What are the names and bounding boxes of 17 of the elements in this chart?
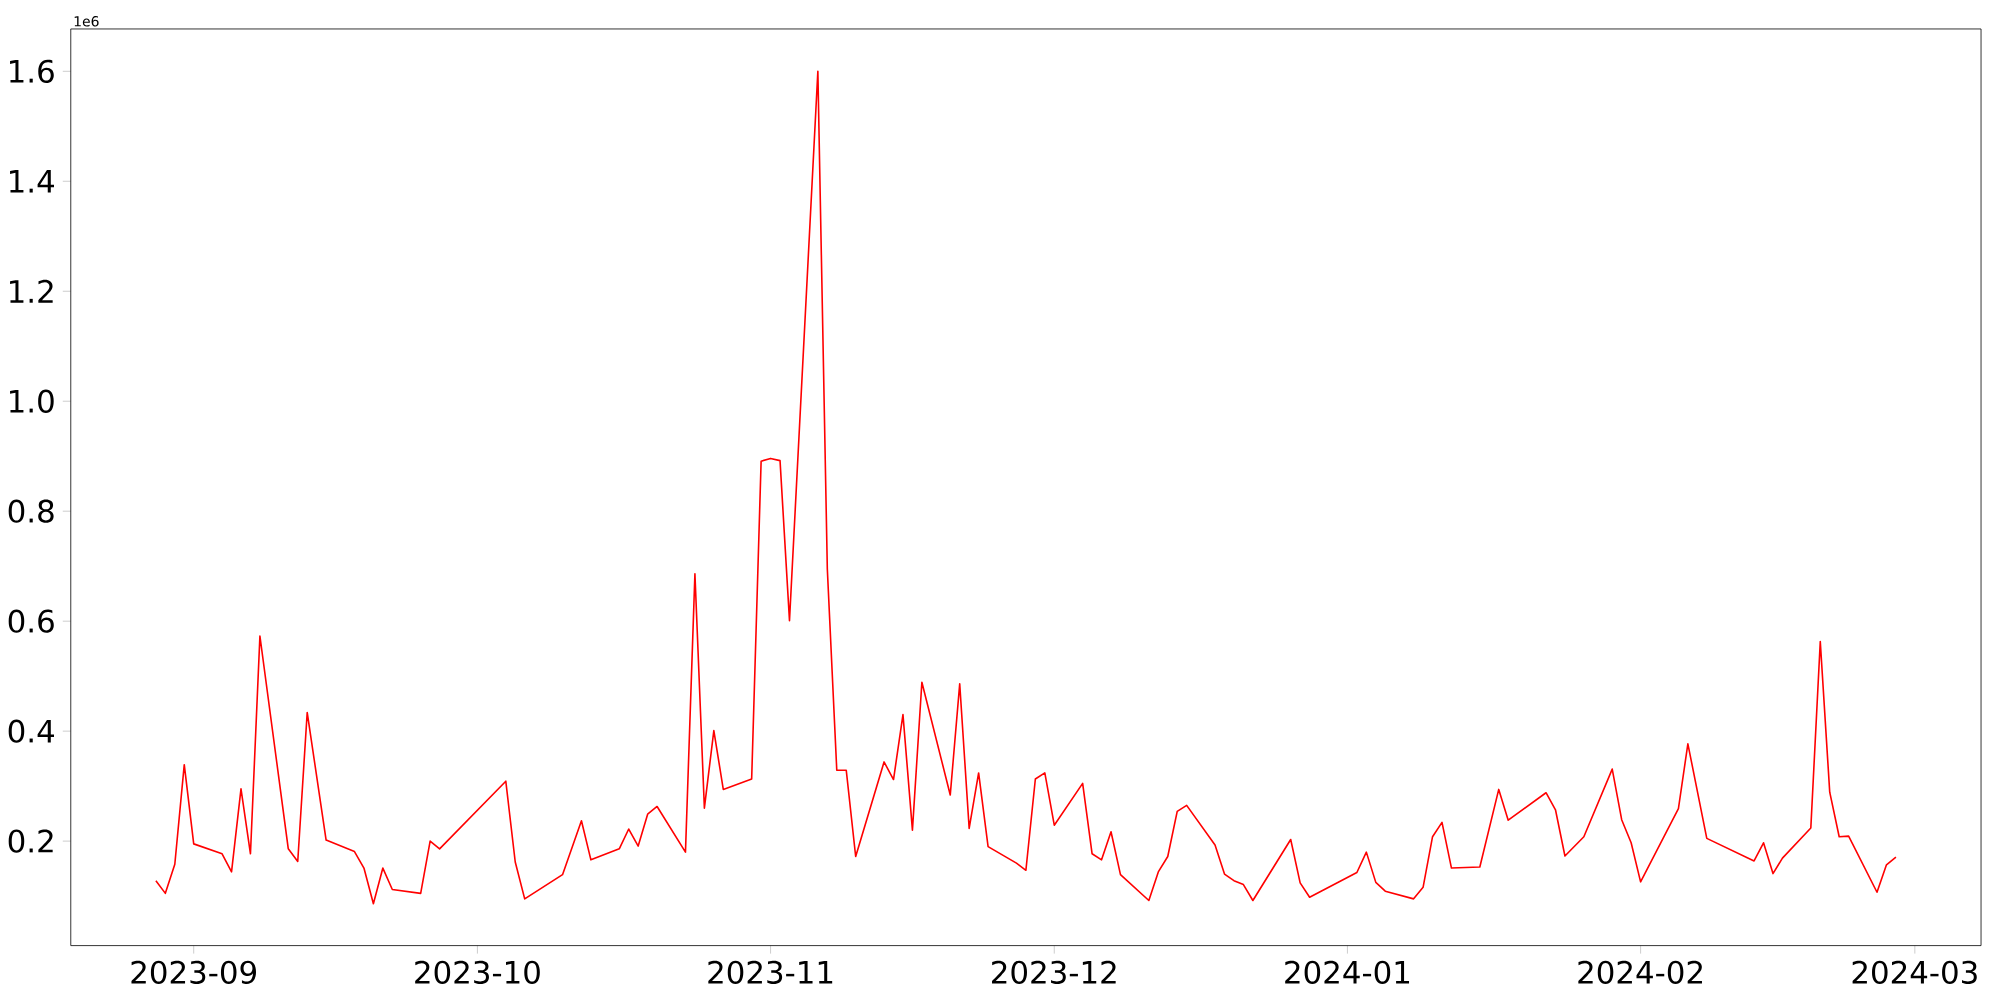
x-tick-label: 2024-02 [1578,960,1702,985]
x-tick-label: 2023-11 [708,960,833,985]
text: 1e6 [74,16,99,27]
y-tick-label: 0.4 [8,719,54,744]
y-tick-label: 0.6 [8,609,54,634]
y-tick-label: 0.2 [8,829,53,853]
x-tick-label: 2024-03 [1852,960,1977,985]
x-tick-label: 2023-12 [992,960,1116,985]
y-tick-label: 1.4 [10,170,54,193]
x-tick-label: 2023-10 [415,960,540,985]
x-tick-label: 2024-01 [1285,960,1410,985]
x-tick-label: 2023-09 [131,960,256,985]
line-series [155,70,1897,905]
y-tick-label: 1.2 [10,280,53,303]
y-tick-label: 1.6 [10,59,54,84]
y-tick-label: 0.8 [8,499,54,524]
y-tick-label: 1.0 [10,389,54,414]
